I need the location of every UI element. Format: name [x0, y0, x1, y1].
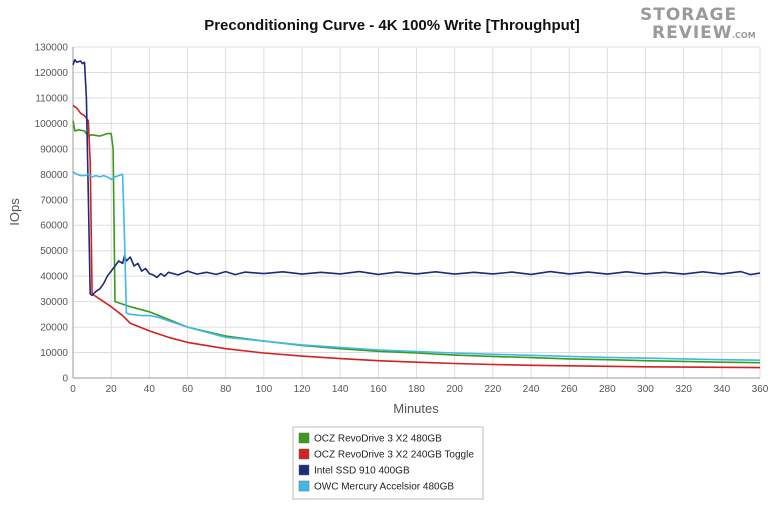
y-tick-label: 90000 — [40, 144, 68, 155]
watermark-suffix: .COM — [732, 31, 756, 40]
y-tick-label: 130000 — [35, 43, 69, 54]
y-tick-label: 100000 — [35, 119, 69, 130]
legend-swatch — [298, 432, 310, 444]
legend-items: OCZ RevoDrive 3 X2 480GB OCZ RevoDrive 3 … — [298, 432, 474, 493]
y-tick-label: 10000 — [40, 348, 68, 359]
x-tick-label: 180 — [408, 384, 425, 395]
plot-grid — [72, 46, 761, 379]
x-tick-label: 260 — [561, 384, 578, 395]
y-tick-label: 70000 — [40, 195, 68, 206]
x-tick-label: 100 — [255, 384, 272, 395]
x-tick-label: 80 — [220, 384, 232, 395]
legend-box — [292, 426, 484, 500]
x-tick-label: 220 — [484, 384, 501, 395]
y-tick-label: 110000 — [35, 93, 68, 104]
legend-label: Intel SSD 910 400GB — [314, 466, 410, 477]
legend-label: OWC Mercury Accelsior 480GB — [314, 482, 454, 493]
y-tick-label: 30000 — [40, 297, 68, 308]
x-tick-label: 280 — [599, 384, 616, 395]
x-tick-label: 120 — [294, 384, 311, 395]
series-lines — [72, 58, 761, 369]
x-axis-label: Minutes — [393, 401, 439, 416]
y-tick-label: 0 — [62, 374, 68, 385]
x-tick-label: 320 — [675, 384, 692, 395]
x-tick-labels: 0 20 40 60 80 100 120 140 160 180 200 220 240 260 280 3… — [70, 384, 769, 395]
x-tick-label: 0 — [70, 384, 76, 395]
x-tick-label: 340 — [713, 384, 730, 395]
y-tick-label: 50000 — [40, 246, 68, 257]
y-axis-label: IOps — [7, 198, 22, 226]
y-tick-label: 80000 — [40, 170, 68, 181]
x-tick-label: 40 — [144, 384, 156, 395]
legend-swatch — [298, 464, 310, 476]
y-tick-label: 60000 — [40, 221, 68, 232]
legend-swatch — [298, 448, 310, 460]
y-tick-label: 20000 — [40, 323, 68, 334]
legend-swatch — [298, 480, 310, 492]
watermark-line2: REVIEW — [652, 23, 733, 43]
series-line-4 — [72, 171, 761, 361]
x-tick-label: 300 — [637, 384, 654, 395]
series-line-3 — [72, 58, 761, 297]
x-tick-label: 240 — [523, 384, 540, 395]
x-tick-label: 60 — [182, 384, 194, 395]
legend-label: OCZ RevoDrive 3 X2 480GB — [314, 434, 442, 445]
watermark-line1: STORAGE — [640, 5, 737, 25]
series-line-2 — [72, 104, 761, 369]
x-tick-label: 20 — [106, 384, 118, 395]
watermark-logo: STORAGE REVIEW .COM — [640, 5, 756, 43]
y-tick-label: 120000 — [35, 68, 69, 79]
y-tick-label: 40000 — [40, 272, 68, 283]
x-tick-label: 360 — [752, 384, 769, 395]
legend: OCZ RevoDrive 3 X2 480GB OCZ RevoDrive 3 … — [292, 426, 484, 500]
legend-label: OCZ RevoDrive 3 X2 240GB Toggle — [314, 450, 474, 461]
chart-title: Preconditioning Curve - 4K 100% Write [T… — [204, 17, 580, 34]
x-tick-label: 160 — [370, 384, 387, 395]
y-tick-labels: 0 10000 20000 30000 40000 50000 60000 70000 8000… — [35, 43, 69, 385]
x-tick-label: 200 — [446, 384, 463, 395]
x-tick-label: 140 — [332, 384, 349, 395]
